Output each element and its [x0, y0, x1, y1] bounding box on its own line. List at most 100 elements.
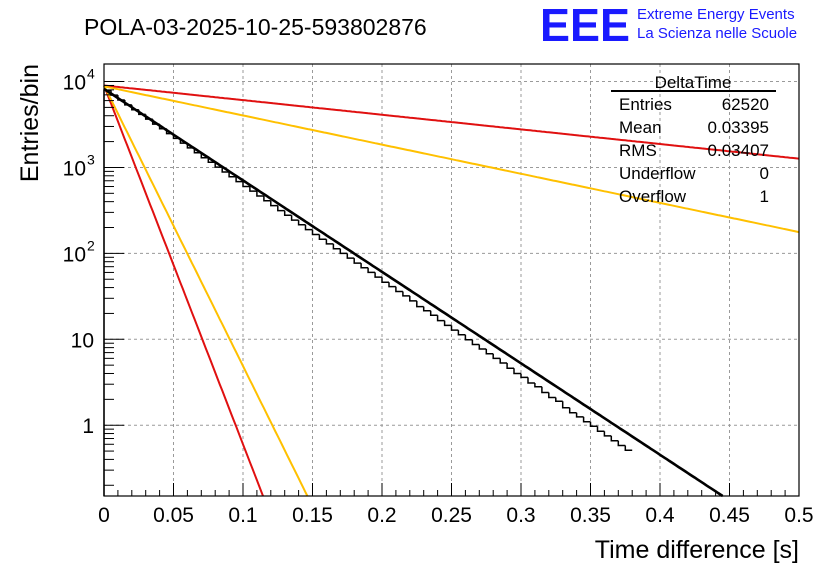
stats-label-underflow: Underflow — [619, 164, 696, 183]
histogram-bin — [346, 253, 355, 259]
y-tick-exponent: 2 — [87, 237, 95, 253]
x-tick-label: 0.4 — [645, 504, 675, 527]
histogram-bin — [388, 282, 396, 288]
y-tick-label: 1 — [82, 415, 94, 438]
stats-label-entries: Entries — [619, 95, 672, 114]
histogram-bin — [527, 377, 535, 384]
stats-value-overflow: 1 — [760, 187, 769, 206]
x-tick-label: 0 — [98, 504, 110, 527]
x-tick-label: 0.3 — [506, 504, 535, 527]
histogram-bin — [103, 89, 111, 496]
histogram-bin — [520, 373, 528, 379]
histogram-bin — [561, 401, 570, 409]
histogram-bin — [506, 363, 514, 370]
stats-title: DeltaTime — [655, 73, 732, 92]
histogram-bin — [548, 392, 556, 399]
y-tick-label: 10 — [63, 72, 86, 95]
histogram-bin — [290, 215, 299, 221]
histogram-bin — [485, 349, 494, 355]
histogram-bin — [235, 176, 243, 183]
histogram-bin — [534, 383, 542, 388]
histogram-bin — [596, 426, 605, 433]
histogram-bin — [277, 205, 285, 212]
histogram-bin — [318, 234, 327, 241]
y-tick-exponent: 4 — [87, 66, 95, 82]
histogram-bin — [402, 291, 410, 297]
histogram-bin — [228, 172, 237, 178]
histogram-bin — [249, 186, 257, 192]
logo-line-1: Extreme Energy Events — [637, 6, 795, 23]
stats-value-underflow: 0 — [760, 164, 769, 183]
histogram-bin — [429, 310, 438, 317]
histogram-bin — [381, 277, 389, 284]
histogram-bin — [339, 248, 348, 255]
histogram-bin — [207, 157, 216, 163]
eee-logo-mark: EEE — [540, 0, 630, 51]
stats-label-rms: RMS — [619, 141, 657, 160]
histogram-bin — [457, 330, 466, 336]
x-tick-label: 0.15 — [292, 504, 333, 527]
fit-curve — [103, 87, 724, 498]
histogram-bin — [297, 220, 306, 226]
histogram-bin — [263, 196, 271, 202]
stats-value-mean: 0.03395 — [708, 118, 769, 137]
histogram-bin — [568, 407, 577, 414]
x-tick-label: 0.35 — [570, 504, 611, 527]
histogram-bin — [624, 445, 633, 452]
x-tick-label: 0.2 — [367, 504, 396, 527]
stats-box: DeltaTime Entries 62520 Mean 0.03395 RMS… — [611, 73, 776, 206]
histogram-bin — [395, 286, 403, 293]
histogram-bin — [422, 306, 431, 312]
histogram-bin — [603, 431, 612, 437]
stats-label-overflow: Overflow — [619, 187, 687, 206]
histogram-bin — [610, 435, 619, 442]
histogram-bin — [283, 210, 292, 216]
grid-lines — [104, 64, 799, 496]
histogram-bin — [367, 267, 376, 274]
histogram-bin — [242, 181, 250, 188]
histogram-bin — [409, 295, 417, 302]
histogram-bin — [513, 368, 521, 375]
histogram-bin — [214, 162, 223, 168]
histogram-bin — [374, 272, 382, 278]
red-slow-curve — [103, 84, 800, 160]
histogram-bin — [325, 239, 334, 245]
orange-slow-curve — [103, 85, 800, 234]
x-tick-label: 0.05 — [153, 504, 194, 527]
histogram-bin — [555, 397, 563, 403]
histogram-bin — [582, 416, 591, 423]
red-fast-curve — [103, 85, 264, 497]
curves-layer — [103, 84, 800, 498]
y-tick-label: 10 — [63, 243, 86, 266]
x-tick-label: 0.1 — [228, 504, 257, 527]
histogram-bin — [471, 339, 480, 346]
histogram-bin — [436, 315, 445, 322]
orange-fast-curve — [103, 85, 309, 497]
axis-ticks: 0 0.05 0.1 0.15 0.2 0.25 0.3 0.35 0.4 0.45 0.51101… — [63, 66, 814, 527]
histogram-bin — [450, 325, 459, 331]
stats-value-entries: 62520 — [722, 95, 769, 114]
histogram-bin — [464, 334, 473, 341]
histogram-bin — [499, 358, 508, 364]
histogram-bin — [256, 191, 264, 197]
histogram-bin — [541, 386, 549, 394]
y-tick-exponent: 3 — [87, 151, 95, 167]
y-tick-label: 10 — [63, 157, 86, 180]
x-tick-label: 0.45 — [709, 504, 750, 527]
histogram-bin — [360, 263, 369, 269]
histogram — [103, 89, 633, 496]
histogram-bin — [270, 200, 278, 207]
histogram-bin — [304, 224, 313, 231]
histogram-bin — [332, 243, 341, 250]
histogram-bin — [478, 344, 487, 350]
histogram-bin — [416, 300, 424, 308]
histogram-bin — [443, 320, 452, 327]
x-axis-label: Time difference [s] — [595, 536, 799, 564]
histogram-bin — [575, 412, 584, 418]
chart-title: POLA-03-2025-10-25-593802876 — [84, 14, 427, 40]
logo-line-2: La Scienza nelle Scuole — [637, 25, 797, 42]
x-tick-label: 0.5 — [784, 504, 813, 527]
histogram-bin — [589, 421, 598, 428]
